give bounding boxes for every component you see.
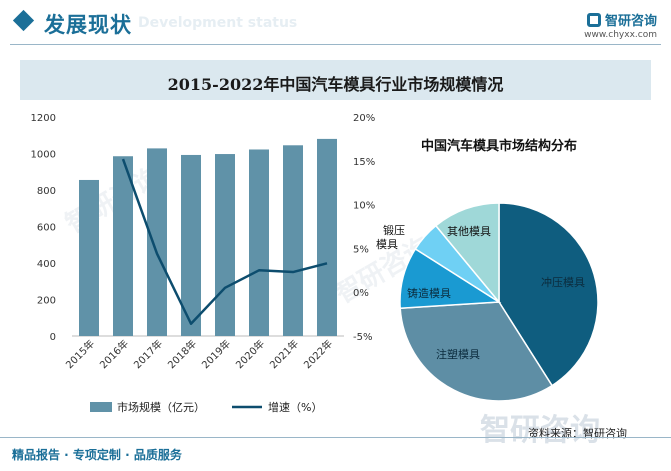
y-left-tick-label: 1200 xyxy=(31,113,56,124)
brand-name: 智研咨询 xyxy=(604,14,657,29)
pie-slice xyxy=(399,301,554,402)
x-tick-label: 2018年 xyxy=(165,337,199,371)
y-left-tick-label: 600 xyxy=(37,223,56,234)
bar xyxy=(249,149,269,336)
x-tick-label: 2021年 xyxy=(267,337,301,371)
y-right-tick-label: 5% xyxy=(353,244,369,255)
x-tick-label: 2016年 xyxy=(97,337,131,371)
bar xyxy=(215,154,235,336)
bar xyxy=(283,145,303,336)
y-right-tick-label: 15% xyxy=(353,157,375,168)
pie-slice-label: 其他模具 xyxy=(447,225,491,238)
y-left-tick-label: 200 xyxy=(37,296,56,307)
pie-title: 中国汽车模具市场结构分布 xyxy=(421,138,577,154)
chart-canvas: 0 200 400 600 800 1000 1200 -5% 0% 5% 10% 15% 20% 201… xyxy=(31,113,599,414)
pie-slice-label: 铸造模具 xyxy=(407,286,451,300)
footer-slogan: 精品报告 · 专项定制 · 品质服务 xyxy=(12,448,182,462)
pie-slice-label: 注塑模具 xyxy=(436,347,480,361)
y-right-tick-label: 10% xyxy=(353,201,375,212)
brand-logo-icon xyxy=(586,12,601,27)
pie-slice-label: 锻压 xyxy=(383,223,405,237)
brand: 智研咨询 www.chyxx.com xyxy=(584,9,657,40)
watermark: 智研咨询 xyxy=(480,413,600,448)
bar xyxy=(181,154,201,336)
y-left-tick-label: 400 xyxy=(37,259,56,270)
y-left-tick-label: 0 xyxy=(50,332,56,343)
y-right-tick-label: 20% xyxy=(353,113,375,124)
page-header: 发展现状 Development status 智研咨询 www.chyxx.c… xyxy=(0,0,671,50)
legend-bar-label: 市场规模（亿元） xyxy=(117,400,205,414)
chart-title: 2015-2022年中国汽车模具行业市场规模情况 xyxy=(167,75,504,94)
bar xyxy=(113,156,133,336)
bar xyxy=(147,148,167,336)
y-right-tick-label: 0% xyxy=(353,288,369,299)
pie-slice-label: 模具 xyxy=(376,238,398,251)
y-left-tick-label: 800 xyxy=(37,186,56,197)
brand-url: www.chyxx.com xyxy=(584,30,657,40)
x-tick-label: 2022年 xyxy=(301,337,335,371)
bar xyxy=(317,138,337,336)
page-footer: 精品报告 · 专项定制 · 品质服务 xyxy=(0,437,671,471)
y-left-tick-label: 1000 xyxy=(31,150,56,161)
bar xyxy=(79,179,99,336)
x-tick-label: 2015年 xyxy=(63,337,97,371)
footer-divider xyxy=(0,437,671,438)
legend-line-label: 增速（%） xyxy=(268,400,322,414)
chart-title-bar: 2015-2022年中国汽车模具行业市场规模情况 xyxy=(20,60,651,100)
x-tick-label: 2020年 xyxy=(233,337,267,371)
source-note: 资料来源：智研咨询 xyxy=(528,427,627,440)
pie-slice-label: 冲压模具 xyxy=(541,275,585,289)
page-title: 发展现状 xyxy=(44,13,132,37)
page-subtitle: Development status xyxy=(138,15,298,31)
header-divider xyxy=(10,44,661,45)
legend-bar-swatch xyxy=(90,402,112,412)
x-tick-label: 2017年 xyxy=(131,337,165,371)
x-tick-label: 2019年 xyxy=(199,337,233,371)
pie-slice xyxy=(434,202,500,305)
y-right-tick-label: -5% xyxy=(353,332,372,343)
